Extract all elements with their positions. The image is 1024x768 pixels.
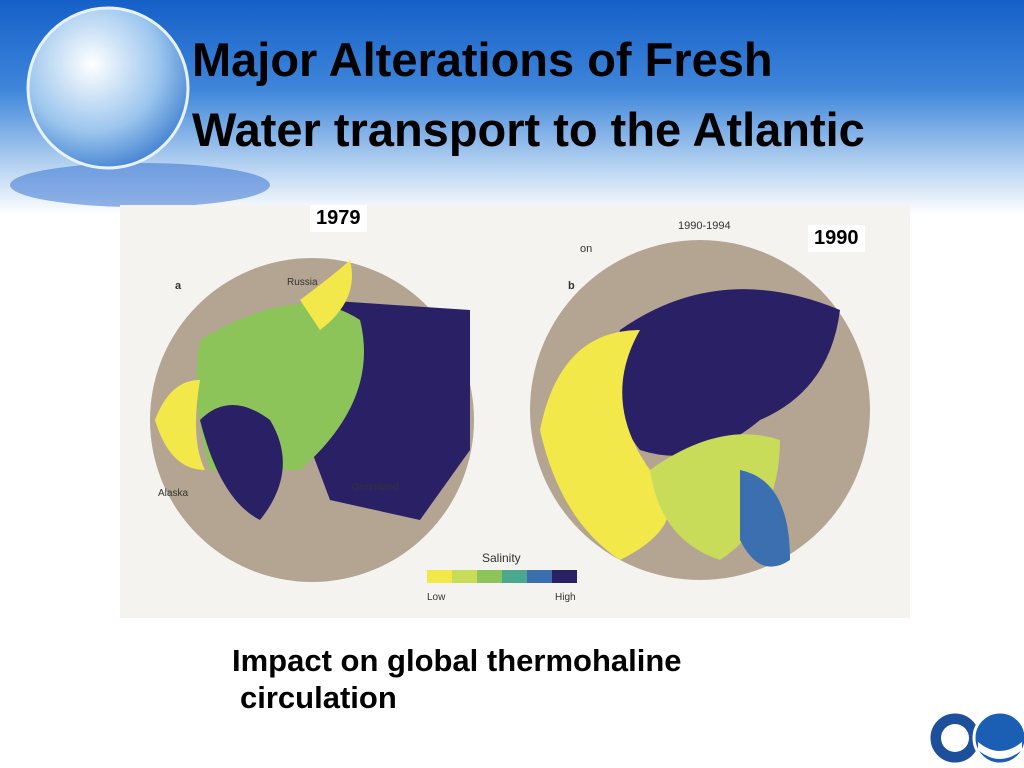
globe-swoosh [10, 163, 270, 207]
year-label: 1979 [310, 205, 367, 232]
map-fragment: on [580, 243, 592, 255]
legend-low: Low [427, 592, 446, 603]
period-label: 1990-1994 [678, 220, 731, 232]
year-label: 1990 [808, 225, 865, 252]
legend-high: High [555, 592, 576, 603]
caption-line: Impact on global thermohaline [232, 643, 682, 678]
legend-title: Salinity [482, 551, 521, 565]
panel-label: b [568, 280, 575, 292]
caption-line: circulation [240, 680, 397, 715]
globe [26, 6, 190, 170]
title-line: Water transport to the Atlantic [192, 103, 865, 156]
logos [927, 710, 1024, 766]
salinity-legend: Salinity Low High [427, 551, 577, 603]
map-label: Russia [287, 277, 318, 288]
map-left [150, 258, 474, 582]
map-right [530, 240, 870, 580]
map-label: Greenland [352, 482, 399, 493]
title-line: Major Alterations of Fresh [192, 33, 773, 86]
map-label: Alaska [158, 488, 188, 499]
panel-label: a [175, 280, 182, 292]
